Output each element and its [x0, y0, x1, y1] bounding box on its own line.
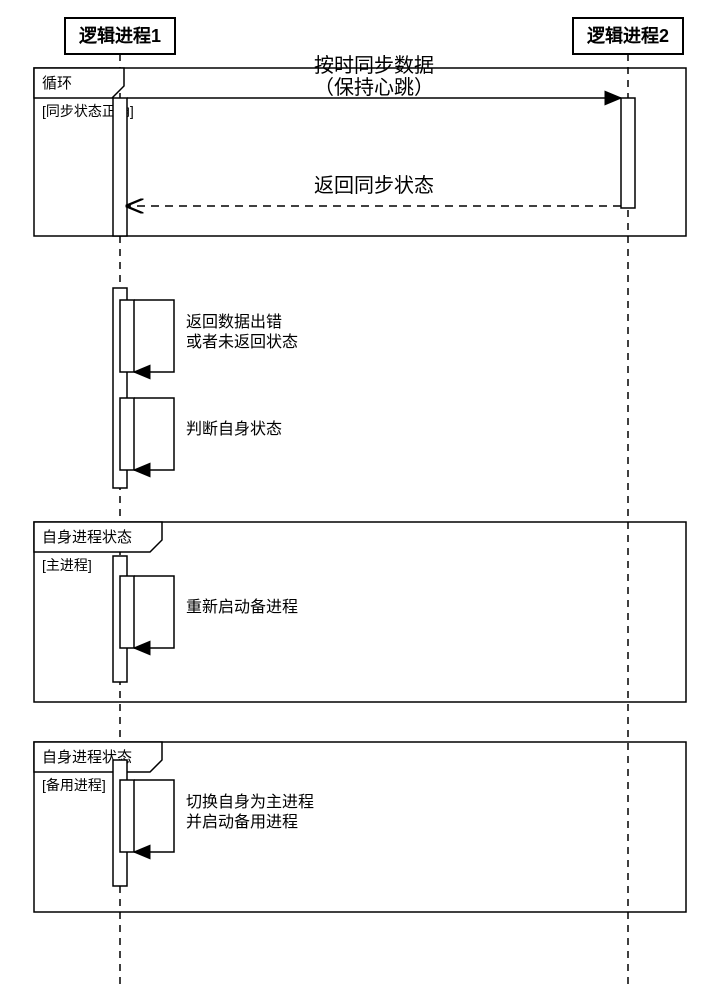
sequence-diagram: 循环[同步状态正确]自身进程状态[主进程]自身进程状态[备用进程]按时同步数据（…	[0, 0, 711, 1000]
activation-bar	[120, 300, 134, 372]
participant-label: 逻辑进程2	[587, 25, 669, 46]
message-label: 并启动备用进程	[186, 813, 298, 831]
message-label: 切换自身为主进程	[186, 793, 314, 811]
activation-bar	[113, 98, 127, 236]
message-label: 返回数据出错	[186, 313, 282, 331]
fragment-guard: [备用进程]	[42, 777, 106, 793]
activation-bar	[120, 398, 134, 470]
fragment-label: 循环	[42, 75, 72, 92]
activation-bar	[621, 98, 635, 208]
message-label: （保持心跳）	[314, 76, 434, 99]
message-label: 或者未返回状态	[186, 333, 298, 351]
message-label: 重新启动备进程	[186, 598, 298, 616]
activation-bar	[120, 780, 134, 852]
participant-label: 逻辑进程1	[79, 25, 161, 46]
activation-bar	[120, 576, 134, 648]
message-label: 判断自身状态	[186, 420, 282, 438]
fragment-label: 自身进程状态	[42, 529, 132, 546]
fragment-guard: [主进程]	[42, 557, 92, 573]
message-label: 返回同步状态	[314, 174, 434, 197]
message-label: 按时同步数据	[314, 54, 434, 77]
